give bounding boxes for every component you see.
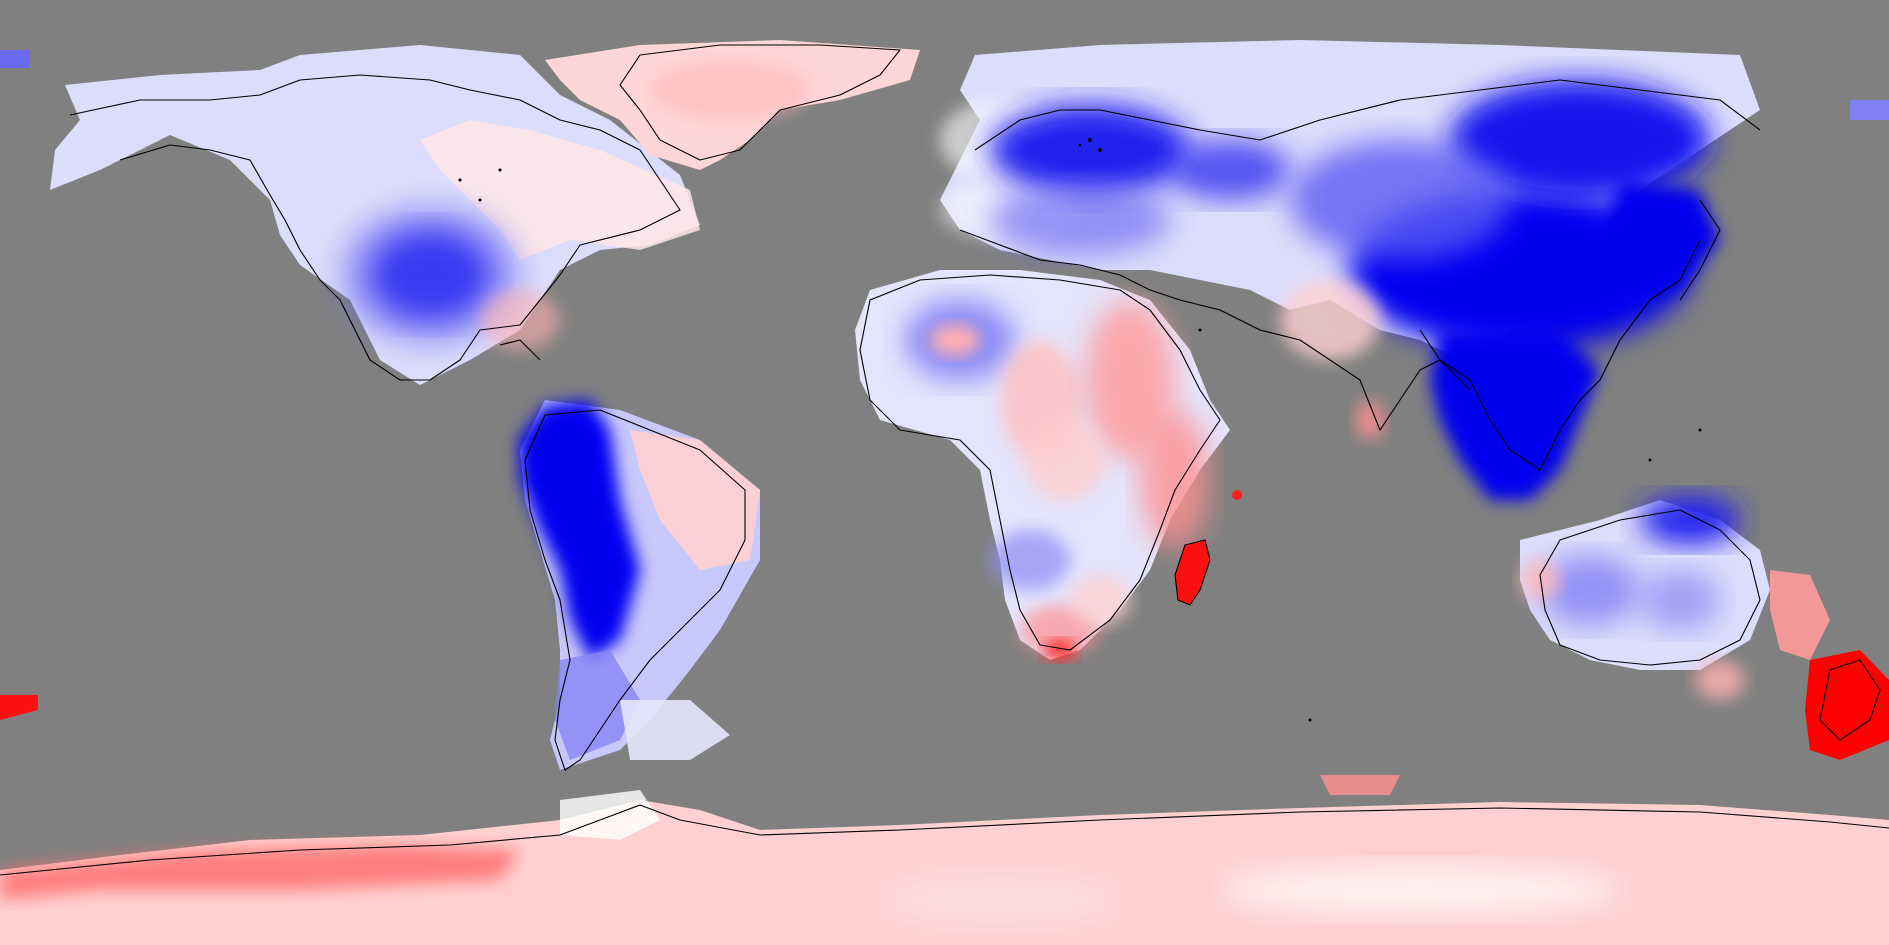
region-eurasia [940, 40, 1760, 500]
region-antarctica [0, 775, 1889, 945]
region-australia [1520, 495, 1830, 700]
cold-anomaly-andes [518, 400, 640, 660]
region-africa [855, 270, 1230, 660]
cold-anomaly-scandinavia [990, 105, 1190, 195]
region-new-zealand [1805, 650, 1889, 760]
region-madagascar [1175, 540, 1210, 605]
region-greenland [545, 40, 920, 170]
region-north-america [50, 45, 700, 385]
region-south-america [518, 400, 760, 770]
small-islands [458, 138, 1702, 722]
coastlines [0, 44, 1889, 876]
